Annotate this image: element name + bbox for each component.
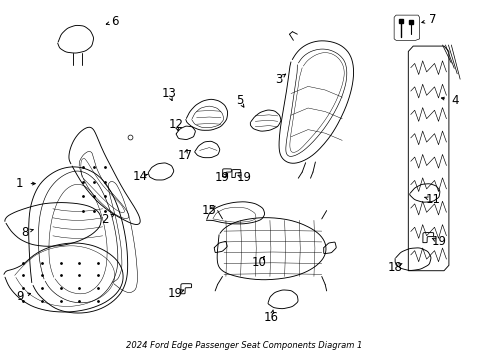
Text: 4: 4 <box>450 94 458 107</box>
Text: 10: 10 <box>251 256 266 269</box>
Text: 2024 Ford Edge Passenger Seat Components Diagram 1: 2024 Ford Edge Passenger Seat Components… <box>126 341 362 350</box>
Text: 8: 8 <box>20 226 28 239</box>
Text: 12: 12 <box>168 118 183 131</box>
Text: 18: 18 <box>387 261 402 274</box>
Text: 9: 9 <box>16 291 23 303</box>
Text: 13: 13 <box>161 87 176 100</box>
Text: 5: 5 <box>235 94 243 107</box>
Text: 6: 6 <box>111 15 119 28</box>
Text: 15: 15 <box>202 204 216 217</box>
Text: 3: 3 <box>274 73 282 86</box>
Text: 19: 19 <box>431 235 446 248</box>
Text: 17: 17 <box>177 149 192 162</box>
Text: 16: 16 <box>264 311 278 324</box>
Text: 11: 11 <box>425 193 439 206</box>
Text: 1: 1 <box>16 177 23 190</box>
Text: 14: 14 <box>133 170 147 183</box>
Text: 19: 19 <box>167 287 182 300</box>
Text: 2: 2 <box>101 213 109 226</box>
Text: 19: 19 <box>215 171 229 184</box>
Text: 7: 7 <box>428 13 436 26</box>
Text: 19: 19 <box>237 171 251 184</box>
